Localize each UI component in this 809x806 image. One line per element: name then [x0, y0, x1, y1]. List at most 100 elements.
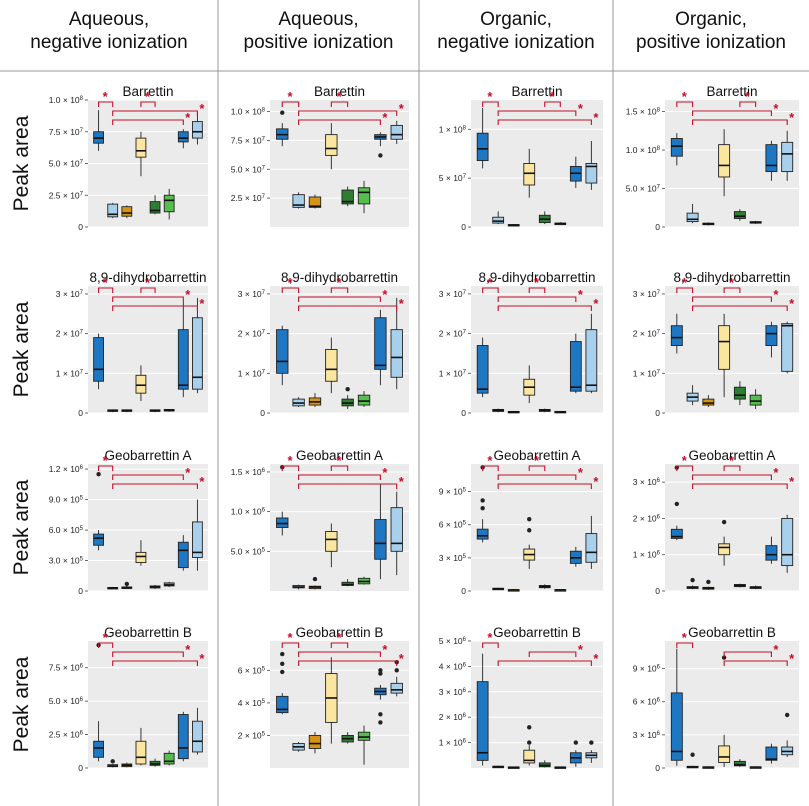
significance-bracket — [482, 101, 499, 107]
y-tick-label: 0 — [461, 408, 466, 418]
panel-title: Geobarrettin B — [493, 625, 581, 640]
tick-exponent: 5 — [262, 699, 266, 705]
box-iqr — [93, 337, 104, 382]
y-tick-label: 2.5 × 107 — [231, 193, 266, 203]
panel-title: Barrettin — [511, 84, 562, 99]
box-iqr — [163, 752, 175, 765]
outlier-point — [706, 579, 711, 585]
significance-star: * — [185, 465, 191, 480]
significance-star: * — [399, 101, 405, 116]
y-tick-label: 0 — [655, 222, 660, 232]
significance-bracket — [98, 101, 114, 107]
significance-star: * — [682, 89, 688, 104]
boxplot-panel: Geobarrettin A 0 3 × 105 6 × 105 9 × 105 * * * * — [439, 448, 603, 596]
outlier-point — [690, 577, 695, 583]
tick-exponent: 5 — [80, 496, 84, 502]
panel-title: Geobarrettin A — [688, 448, 775, 463]
tick-exponent: 7 — [463, 174, 467, 180]
boxplot-panel: Geobarrettin A 0 1 × 106 2 × 106 3 × 106 * * * * — [633, 448, 799, 596]
box-iqr — [308, 734, 322, 749]
significance-star: * — [337, 275, 343, 290]
significance-star: * — [773, 465, 779, 480]
y-tick-label: 9.0 × 105 — [49, 495, 84, 505]
significance-star: * — [185, 642, 191, 657]
significance-star: * — [287, 89, 293, 104]
box-iqr — [192, 121, 203, 139]
y-tick-label: 0 — [78, 222, 83, 232]
boxplot-panel: Geobarrettin B 0 2.5 × 106 5.0 × 106 7.5 × 1… — [49, 625, 208, 773]
significance-star: * — [729, 453, 735, 468]
tick-exponent: 6 — [463, 688, 467, 694]
plot-background — [88, 641, 208, 768]
y-tick-label: 3 × 106 — [439, 687, 467, 697]
significance-bracket — [723, 287, 741, 293]
significance-star: * — [682, 630, 688, 645]
tick-exponent: 7 — [80, 290, 84, 296]
row-label-peak-area: Peak area — [10, 115, 33, 211]
significance-bracket — [330, 465, 349, 471]
outlier-point — [690, 752, 695, 757]
significance-bracket — [497, 119, 592, 125]
significance-star: * — [534, 275, 540, 290]
plot-background — [270, 100, 409, 227]
box-iqr — [492, 216, 505, 224]
significance-bracket — [298, 305, 398, 311]
significance-bracket — [298, 483, 398, 489]
boxplot-panel: Barrettin 2.5 × 107 5.0 × 107 7.5 × 107 1.0 … — [231, 84, 409, 227]
significance-bracket — [298, 296, 381, 302]
y-tick-label: 5.0 × 107 — [626, 184, 661, 194]
y-tick-label: 1.5 × 108 — [626, 107, 661, 117]
significance-star: * — [287, 275, 293, 290]
significance-bracket — [692, 119, 788, 125]
significance-star: * — [185, 287, 191, 302]
y-tick-label: 2 × 107 — [439, 329, 467, 339]
significance-star: * — [789, 110, 795, 125]
significance-bracket — [676, 642, 694, 648]
significance-bracket — [497, 474, 577, 480]
significance-bracket — [298, 119, 381, 125]
significance-star: * — [789, 296, 795, 311]
outlier-point — [527, 517, 532, 522]
tick-exponent: 6 — [80, 664, 84, 670]
y-tick-label: 6 × 106 — [633, 697, 661, 707]
column-header: Aqueous, — [69, 9, 149, 30]
significance-star: * — [103, 453, 109, 468]
outlier-point — [480, 498, 485, 503]
boxplot-panel: Geobarrettin B 0 3 × 106 6 × 106 9 × 106 * * * — [633, 625, 799, 773]
significance-bracket — [497, 660, 592, 666]
significance-star: * — [534, 453, 540, 468]
tick-exponent: 5 — [80, 557, 84, 563]
boxplot-panel: 8,9-dihydrobarrettin 0 1 × 107 2 × 107 3 × 1… — [56, 270, 208, 418]
significance-bracket — [676, 465, 694, 471]
significance-bracket — [692, 110, 772, 116]
outlier-point — [280, 661, 285, 666]
column-header: Organic, — [480, 9, 552, 30]
tick-exponent: 6 — [463, 713, 467, 719]
significance-bracket — [497, 296, 577, 302]
box-iqr — [749, 394, 762, 406]
box-iqr — [325, 349, 338, 382]
significance-star: * — [593, 296, 599, 311]
significance-star: * — [103, 89, 109, 104]
tick-exponent: 7 — [657, 330, 661, 336]
significance-bracket — [98, 465, 114, 471]
y-tick-label: 0 — [78, 586, 83, 596]
y-tick-label: 6 × 105 — [238, 665, 266, 675]
box-iqr — [476, 681, 489, 761]
box-iqr — [718, 745, 731, 763]
box-iqr — [93, 740, 104, 758]
significance-bracket — [676, 287, 694, 293]
box-iqr — [121, 206, 133, 217]
tick-exponent: 8 — [463, 125, 467, 131]
y-tick-label: 2 × 106 — [439, 712, 467, 722]
significance-star: * — [789, 651, 795, 666]
significance-star: * — [337, 630, 343, 645]
outlier-point — [674, 501, 680, 507]
significance-bracket — [112, 483, 198, 489]
box-iqr — [686, 212, 699, 223]
boxplot-panel: Barrettin 0 5.0 × 107 1.0 × 108 1.5 × 108 * * *… — [626, 84, 799, 232]
significance-bracket — [676, 101, 694, 107]
significance-star: * — [399, 474, 405, 489]
significance-star: * — [682, 275, 688, 290]
significance-bracket — [140, 101, 156, 107]
